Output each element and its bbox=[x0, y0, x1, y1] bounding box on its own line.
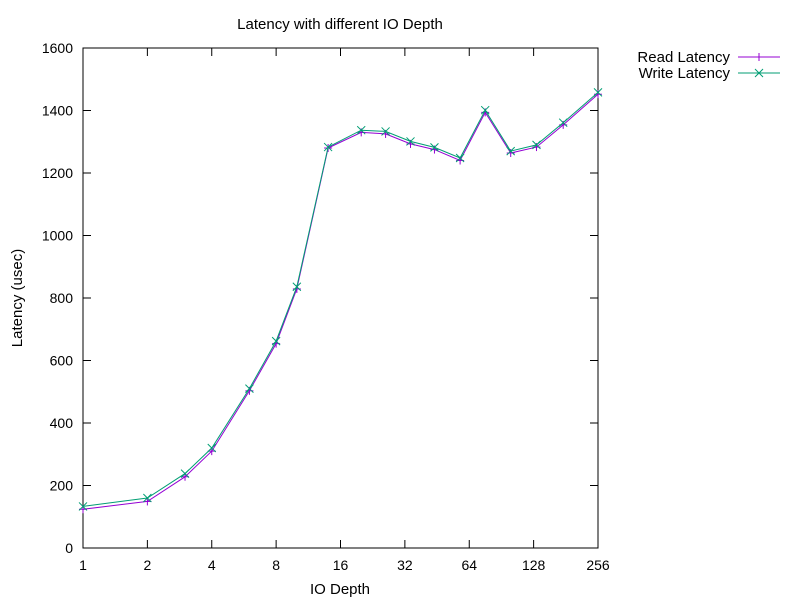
x-tick-label: 1 bbox=[79, 557, 87, 573]
series-line-read-latency bbox=[82, 93, 599, 510]
data-point-write-latency bbox=[558, 118, 568, 128]
y-tick-label: 800 bbox=[50, 290, 74, 306]
x-axis: 1 2 4 8 16 32 64 128 256 bbox=[79, 48, 610, 573]
data-point-write-latency bbox=[245, 384, 254, 393]
legend-label-write-latency: Write Latency bbox=[639, 65, 731, 82]
x-tick-label: 16 bbox=[333, 557, 349, 573]
data-point-write-latency bbox=[78, 502, 88, 511]
x-tick-label: 128 bbox=[522, 557, 546, 573]
y-axis-label: Latency (usec) bbox=[9, 249, 26, 347]
data-point-write-latency bbox=[271, 336, 281, 346]
data-point-write-latency-d2 bbox=[532, 140, 541, 150]
data-point-write-latency-d2 bbox=[245, 384, 254, 393]
legend-marker-read-latency bbox=[755, 53, 763, 61]
data-point-write-latency-d2 bbox=[480, 105, 490, 115]
data-point-write-latency bbox=[480, 105, 490, 115]
data-point-write-latency-d2 bbox=[143, 493, 152, 503]
data-point-write-latency bbox=[406, 137, 415, 146]
x-tick-label: 64 bbox=[461, 557, 477, 573]
data-point-write-latency bbox=[180, 469, 190, 478]
y-axis: 0 200 400 600 800 1000 1200 1400 1600 bbox=[42, 40, 598, 556]
data-point-write-latency bbox=[207, 443, 217, 453]
y-tick-label: 1000 bbox=[42, 228, 73, 244]
data-point-write-latency-d2 bbox=[271, 336, 281, 346]
data-point-write-latency-d2 bbox=[455, 153, 465, 163]
y-tick-label: 600 bbox=[50, 353, 74, 369]
data-point-write-latency-d2 bbox=[593, 88, 603, 97]
data-point-write-latency-d2 bbox=[356, 125, 366, 135]
y-tick-label: 0 bbox=[65, 540, 73, 556]
data-point-write-latency-d2 bbox=[558, 118, 568, 128]
data-point-read-latency bbox=[143, 497, 152, 506]
data-point-write-latency bbox=[381, 127, 390, 136]
data-point-write-latency bbox=[532, 140, 541, 150]
data-point-write-latency bbox=[143, 493, 152, 503]
data-point-write-latency bbox=[593, 88, 603, 97]
data-point-write-latency bbox=[430, 143, 439, 152]
data-point-write-latency-d2 bbox=[506, 146, 516, 156]
y-tick-label: 1600 bbox=[42, 40, 73, 56]
data-point-write-latency bbox=[323, 142, 333, 152]
data-point-write-latency bbox=[356, 125, 366, 135]
legend-marker-write-latency bbox=[754, 68, 764, 78]
data-point-write-latency-d2 bbox=[381, 127, 390, 136]
data-point-write-latency bbox=[506, 146, 516, 156]
data-point-write-latency-d2 bbox=[323, 142, 333, 152]
x-tick-label: 2 bbox=[143, 557, 151, 573]
series-write-latency bbox=[78, 88, 603, 511]
data-point-write-latency-d2 bbox=[430, 143, 439, 152]
data-point-write-latency bbox=[292, 282, 302, 292]
x-tick-label: 32 bbox=[397, 557, 413, 573]
data-point-write-latency bbox=[455, 153, 465, 163]
series-line-write-latency bbox=[82, 92, 599, 507]
data-point-write-latency-d2 bbox=[78, 502, 88, 511]
data-point-write-latency-d2 bbox=[292, 282, 302, 292]
y-tick-label: 1200 bbox=[42, 165, 73, 181]
y-tick-label: 200 bbox=[50, 478, 74, 494]
x-tick-label: 8 bbox=[272, 557, 280, 573]
x-tick-label: 256 bbox=[586, 557, 610, 573]
data-point-write-latency-d2 bbox=[406, 137, 415, 146]
data-point-write-latency-d2 bbox=[180, 469, 190, 478]
y-tick-label: 1400 bbox=[42, 103, 73, 119]
data-point-write-latency-d2 bbox=[207, 443, 217, 453]
x-tick-label: 4 bbox=[208, 557, 216, 573]
series-layer bbox=[78, 88, 603, 514]
legend-marker-write-latency-d2 bbox=[754, 68, 764, 78]
legend-markers bbox=[754, 53, 764, 78]
chart-title: Latency with different IO Depth bbox=[237, 16, 443, 33]
y-tick-label: 400 bbox=[50, 415, 74, 431]
legend: Read Latency Write Latency bbox=[637, 49, 780, 82]
legend-label-read-latency: Read Latency bbox=[637, 49, 730, 66]
x-axis-label: IO Depth bbox=[310, 581, 370, 598]
